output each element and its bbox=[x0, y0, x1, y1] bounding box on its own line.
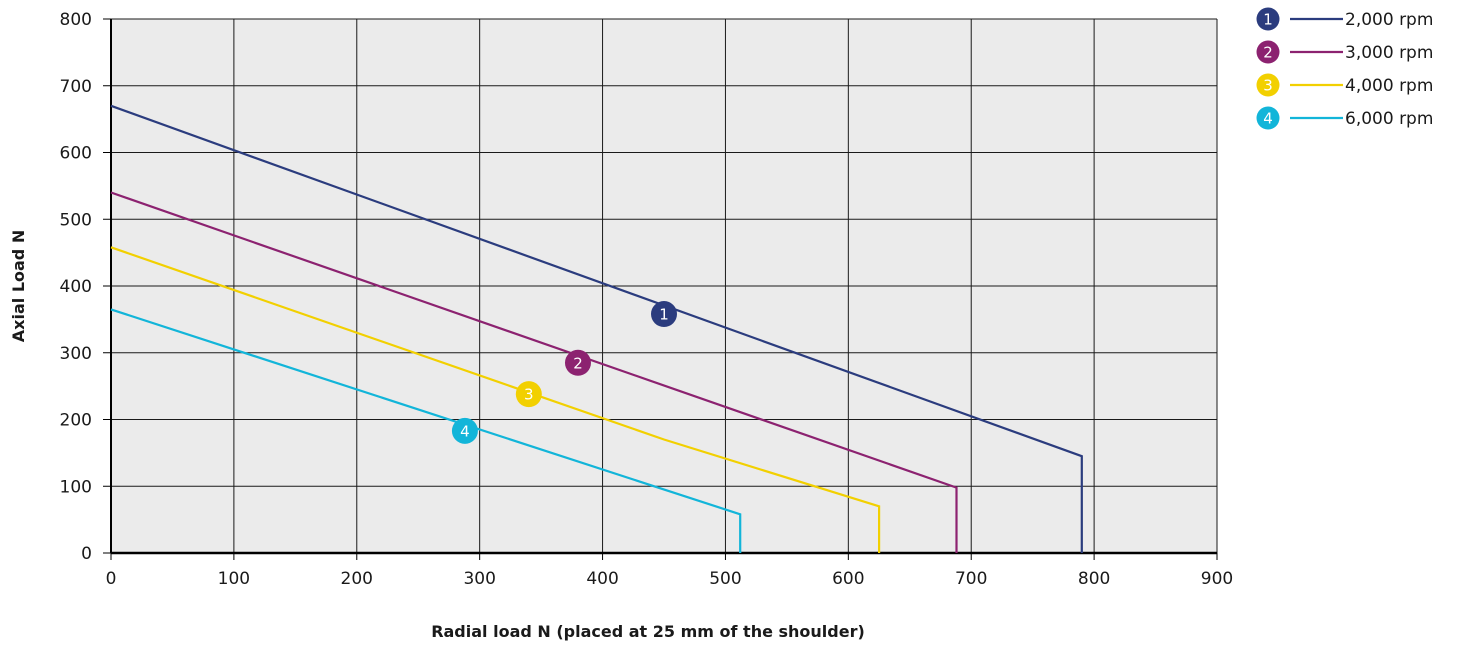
legend-badge-1 bbox=[1256, 7, 1280, 31]
series-markers: 1 2 3 4 bbox=[451, 301, 677, 444]
series-marker-circle-3 bbox=[515, 381, 542, 408]
x-tick-label-400: 400 bbox=[586, 569, 618, 589]
x-axis-title: Radial load N (placed at 25 mm of the sh… bbox=[431, 622, 865, 641]
legend-badge-label-1: 1 bbox=[1263, 11, 1273, 29]
legend-item-3: 3 4,000 rpm bbox=[1256, 73, 1433, 97]
axes bbox=[103, 18, 1218, 560]
y-tick-label-0: 0 bbox=[81, 544, 92, 564]
x-tick-label-600: 600 bbox=[832, 569, 864, 589]
legend-item-1: 1 2,000 rpm bbox=[1256, 7, 1433, 31]
y-tick-label-100: 100 bbox=[60, 477, 92, 497]
x-tick-label-500: 500 bbox=[709, 569, 741, 589]
legend-label-2: 3,000 rpm bbox=[1345, 43, 1433, 63]
y-tick-label-800: 800 bbox=[60, 10, 92, 30]
series-marker-1: 1 bbox=[651, 301, 677, 328]
x-tick-label-900: 900 bbox=[1201, 569, 1233, 589]
x-tick-label-100: 100 bbox=[218, 569, 250, 589]
x-tick-label-300: 300 bbox=[463, 569, 495, 589]
y-axis-title: Axial Load N bbox=[9, 230, 28, 342]
legend-badge-label-4: 4 bbox=[1263, 110, 1273, 128]
series-line-3 bbox=[110, 246, 881, 553]
y-tick-label-400: 400 bbox=[60, 277, 92, 297]
x-tick-label-0: 0 bbox=[106, 569, 117, 589]
legend-badge-label-2: 2 bbox=[1263, 44, 1273, 62]
series-line-2 bbox=[110, 191, 958, 553]
legend-badge-label-3: 3 bbox=[1263, 77, 1273, 95]
legend-item-4: 4 6,000 rpm bbox=[1256, 106, 1433, 130]
series-lines bbox=[110, 104, 1083, 553]
tick-labels: 0 100 200 300 400 500 600 700 800 900 0 100 200 300 40… bbox=[60, 10, 1234, 589]
legend-badge-3 bbox=[1256, 73, 1280, 97]
legend-label-4: 6,000 rpm bbox=[1345, 109, 1433, 129]
legend-badge-4 bbox=[1256, 106, 1280, 130]
series-marker-label-2: 2 bbox=[573, 354, 583, 372]
series-marker-circle-1 bbox=[651, 301, 677, 328]
series-marker-2: 2 bbox=[564, 349, 591, 376]
series-marker-label-3: 3 bbox=[524, 386, 534, 404]
y-tick-label-700: 700 bbox=[60, 77, 92, 97]
series-marker-4: 4 bbox=[451, 417, 478, 444]
series-marker-label-1: 1 bbox=[659, 306, 669, 324]
series-marker-3: 3 bbox=[515, 381, 542, 408]
y-tick-label-600: 600 bbox=[60, 144, 92, 164]
x-tick-label-800: 800 bbox=[1078, 569, 1110, 589]
grid-lines bbox=[111, 18, 1218, 553]
series-marker-circle-2 bbox=[564, 349, 591, 376]
series-line-1 bbox=[110, 104, 1083, 553]
y-tick-label-200: 200 bbox=[60, 411, 92, 431]
legend-badge-2 bbox=[1256, 40, 1280, 64]
series-marker-circle-4 bbox=[451, 417, 478, 444]
legend-label-3: 4,000 rpm bbox=[1345, 76, 1433, 96]
x-tick-label-200: 200 bbox=[341, 569, 373, 589]
legend: 1 2,000 rpm 2 3,000 rpm 3 4,000 rpm 4 6,000 rpm bbox=[1256, 7, 1433, 130]
series-line-4 bbox=[110, 308, 742, 553]
y-tick-label-300: 300 bbox=[60, 344, 92, 364]
x-tick-label-700: 700 bbox=[955, 569, 987, 589]
legend-label-1: 2,000 rpm bbox=[1345, 10, 1433, 30]
series-marker-label-4: 4 bbox=[460, 422, 470, 440]
legend-item-2: 2 3,000 rpm bbox=[1256, 40, 1433, 64]
y-tick-label-500: 500 bbox=[60, 210, 92, 230]
